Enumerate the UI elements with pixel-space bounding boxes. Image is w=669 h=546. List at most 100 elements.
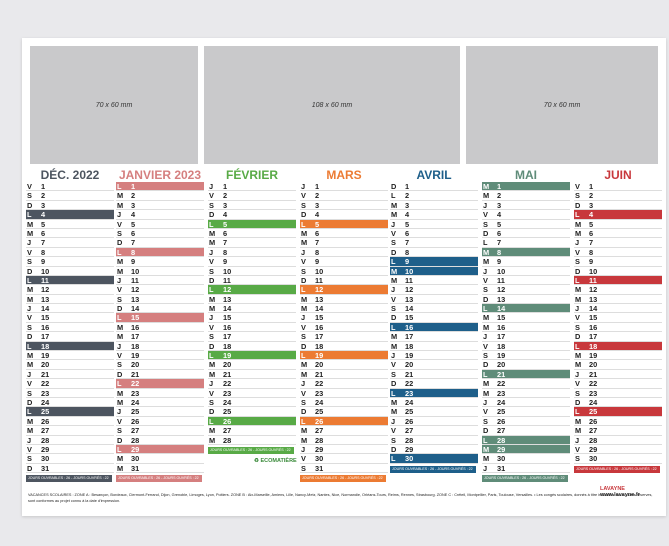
day-number: 21 xyxy=(589,369,598,379)
photo-placeholder-right: 70 x 60 mm xyxy=(466,46,658,164)
day-row: M 16 xyxy=(116,323,204,333)
day-row: S 30 xyxy=(574,454,662,464)
weekday-letter: J xyxy=(27,369,32,379)
weekday-letter: D xyxy=(575,397,581,407)
day-row: J 29 xyxy=(300,445,388,455)
day-row: M 12 xyxy=(574,285,662,295)
weekday-letter: D xyxy=(391,182,397,191)
day-number: 18 xyxy=(589,341,598,351)
day-row: L 19 xyxy=(300,351,388,361)
day-row: L 16 xyxy=(390,322,478,333)
day-number: 28 xyxy=(497,435,506,445)
day-number: 2 xyxy=(405,191,410,201)
day-number: 9 xyxy=(405,257,410,267)
day-number: 15 xyxy=(315,313,324,323)
weekday-letter: D xyxy=(391,444,397,454)
day-number: 27 xyxy=(405,426,414,436)
day-row: D 29 xyxy=(390,444,478,455)
day-number: 7 xyxy=(41,238,46,248)
weekday-letter: M xyxy=(301,435,308,445)
day-number: 27 xyxy=(131,426,140,436)
weekday-letter: D xyxy=(117,304,123,314)
weekday-letter: L xyxy=(575,407,580,417)
day-row: J 22 xyxy=(208,379,296,389)
day-number: 19 xyxy=(131,351,140,361)
day-number: 20 xyxy=(223,360,232,370)
day-number: 27 xyxy=(589,426,598,436)
weekday-letter: L xyxy=(483,435,488,445)
day-number: 13 xyxy=(315,294,324,304)
day-number: 23 xyxy=(315,388,324,398)
day-row: D 11 xyxy=(300,276,388,286)
weekday-letter: D xyxy=(27,332,33,342)
weekday-letter: J xyxy=(27,304,32,314)
weekday-letter: M xyxy=(117,191,124,201)
day-number: 11 xyxy=(41,275,49,285)
day-row: M 14 xyxy=(208,304,296,314)
day-number: 9 xyxy=(41,257,46,267)
day-row: J 21 xyxy=(574,369,662,380)
day-number: 17 xyxy=(41,332,50,342)
day-row: V 19 xyxy=(116,351,204,361)
day-number: 3 xyxy=(405,200,410,210)
weekday-letter: M xyxy=(391,210,398,220)
month-title: MAI xyxy=(515,168,537,182)
day-row: M 11 xyxy=(390,275,478,286)
day-number: 30 xyxy=(131,454,140,464)
day-row: M 20 xyxy=(574,360,662,370)
day-number: 5 xyxy=(405,219,410,229)
weekday-letter: S xyxy=(209,266,214,276)
photo-placeholder-center: 108 x 60 mm xyxy=(204,46,460,164)
day-number: 25 xyxy=(223,407,232,417)
day-number: 19 xyxy=(497,351,506,361)
day-number: 22 xyxy=(41,379,50,389)
day-row: J 15 xyxy=(208,313,296,323)
weekday-letter: M xyxy=(575,426,582,436)
day-number: 29 xyxy=(589,444,598,454)
weekday-letter: V xyxy=(301,191,306,201)
day-number: 1 xyxy=(41,182,46,191)
day-row: J 14 xyxy=(574,304,662,314)
day-number: 14 xyxy=(223,304,232,314)
day-row: D 15 xyxy=(390,313,478,323)
weekday-letter: M xyxy=(483,191,490,201)
weekday-letter: J xyxy=(209,182,214,191)
weekday-letter: L xyxy=(27,341,32,351)
photo-placeholder-left: 70 x 60 mm xyxy=(30,46,198,164)
day-number: 31 xyxy=(41,463,50,473)
day-row: M 28 xyxy=(208,436,296,445)
day-row: M 24 xyxy=(390,398,478,408)
weekday-letter: D xyxy=(209,341,215,351)
weekday-letter: M xyxy=(575,294,582,304)
day-number: 28 xyxy=(223,435,232,445)
weekday-letter: M xyxy=(209,304,216,314)
weekday-letter: S xyxy=(27,322,32,332)
day-row: S 10 xyxy=(208,267,296,276)
month-footer: JOURS OUVRABLES : 26 - JOURS OUVRÉS : 22 xyxy=(482,475,568,483)
weekday-letter: M xyxy=(117,200,124,210)
month-column: JUIN V 1 S 2 D 3 L 4 M 5 M 6 J 7 V 8 S 9 D 10 L 11 M 12 M 13 J 14 V 15… xyxy=(574,168,662,473)
weekday-letter: V xyxy=(483,407,488,417)
day-row: J 12 xyxy=(390,285,478,295)
weekday-letter: V xyxy=(483,210,488,220)
day-row: M 29 xyxy=(482,444,570,455)
day-row: M 17 xyxy=(390,332,478,342)
weekday-letter: S xyxy=(391,304,396,314)
weekday-letter: L xyxy=(301,285,306,295)
day-number: 21 xyxy=(315,369,324,379)
weekday-letter: M xyxy=(301,304,308,314)
weekday-letter: M xyxy=(391,275,398,285)
day-number: 11 xyxy=(589,275,597,285)
